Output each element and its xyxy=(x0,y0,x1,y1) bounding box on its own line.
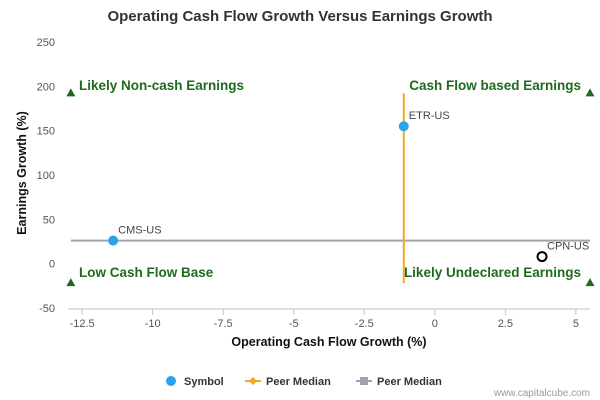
chart-title: Operating Cash Flow Growth Versus Earnin… xyxy=(107,8,492,25)
x-tick-label: 2.5 xyxy=(498,318,513,330)
legend: Symbol Peer Median Peer Median xyxy=(166,376,442,388)
corner-triangle-marker xyxy=(66,88,76,97)
legend-item[interactable]: Peer Median xyxy=(356,376,442,388)
legend-diamond-symbol xyxy=(249,377,257,385)
data-point-label: CPN-US xyxy=(547,241,589,253)
y-tick-label: 250 xyxy=(37,37,55,49)
x-tick-label: -5 xyxy=(289,318,299,330)
x-tick-label: -10 xyxy=(145,318,161,330)
x-tick-label: 0 xyxy=(432,318,438,330)
legend-item[interactable]: Peer Median xyxy=(245,376,331,388)
corner-triangle-marker xyxy=(66,278,76,287)
quadrant-label-top-right: Cash Flow based Earnings xyxy=(409,78,581,93)
quadrant-labels: Likely Non-cash Earnings Cash Flow based … xyxy=(79,78,581,280)
corner-triangle-marker xyxy=(585,88,595,97)
data-point-label: CMS-US xyxy=(118,225,161,237)
corner-markers xyxy=(66,88,595,287)
legend-label: Symbol xyxy=(184,376,224,388)
x-tick-label: -2.5 xyxy=(355,318,374,330)
legend-item[interactable]: Symbol xyxy=(166,376,224,388)
data-point[interactable] xyxy=(536,251,548,263)
quadrant-label-top-left: Likely Non-cash Earnings xyxy=(79,78,244,93)
x-tick-label: -7.5 xyxy=(214,318,233,330)
quadrant-label-bottom-right: Likely Undeclared Earnings xyxy=(404,265,581,280)
plot-area: -12.5 -10 -7.5 -5 -2.5 0 2.5 5 -50 0 50 100 150 200 2… xyxy=(37,37,595,330)
data-point[interactable] xyxy=(398,121,409,132)
y-tick-label: 150 xyxy=(37,126,55,138)
corner-triangle-marker xyxy=(585,278,595,287)
y-tick-group: -50 0 50 100 150 200 250 xyxy=(37,37,55,315)
y-tick-label: 0 xyxy=(49,259,55,271)
peer-median-lines xyxy=(70,93,590,284)
x-axis-title: Operating Cash Flow Growth (%) xyxy=(231,335,426,349)
y-tick-label: 50 xyxy=(43,214,55,226)
x-tick-label: 5 xyxy=(573,318,579,330)
y-tick-label: 200 xyxy=(37,81,55,93)
x-tick-label: -12.5 xyxy=(70,318,95,330)
data-point-label: ETR-US xyxy=(409,110,450,122)
x-tick-group: -12.5 -10 -7.5 -5 -2.5 0 2.5 5 xyxy=(70,309,579,330)
data-points: CMS-US ETR-US CPN-US xyxy=(108,110,589,263)
y-tick-label: -50 xyxy=(39,303,55,315)
legend-label: Peer Median xyxy=(266,376,331,388)
legend-circle-symbol xyxy=(166,376,176,386)
legend-label: Peer Median xyxy=(377,376,442,388)
y-axis-title: Earnings Growth (%) xyxy=(15,111,29,235)
quadrant-label-bottom-left: Low Cash Flow Base xyxy=(79,265,214,280)
credit-text: www.capitalcube.com xyxy=(493,388,590,399)
data-point[interactable] xyxy=(108,235,119,246)
legend-square-symbol xyxy=(360,377,368,385)
y-tick-label: 100 xyxy=(37,170,55,182)
